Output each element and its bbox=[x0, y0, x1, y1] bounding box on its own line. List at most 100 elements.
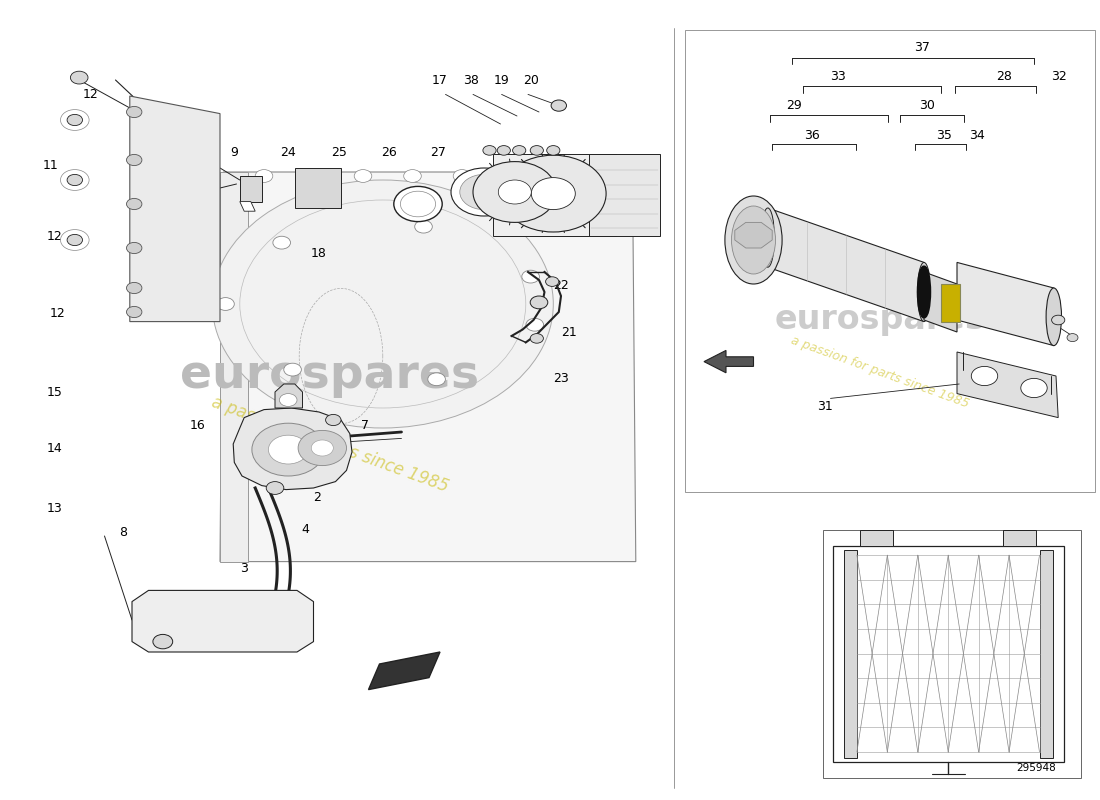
Polygon shape bbox=[735, 222, 772, 248]
Circle shape bbox=[255, 170, 273, 182]
Circle shape bbox=[602, 170, 619, 182]
Circle shape bbox=[126, 282, 142, 294]
Circle shape bbox=[497, 146, 510, 155]
Circle shape bbox=[67, 114, 82, 126]
Polygon shape bbox=[493, 154, 616, 236]
Text: 295948: 295948 bbox=[1016, 763, 1056, 773]
Text: 3: 3 bbox=[240, 562, 249, 574]
Text: 12: 12 bbox=[47, 230, 63, 242]
Text: 15: 15 bbox=[47, 386, 63, 398]
Circle shape bbox=[252, 423, 324, 476]
Text: 6: 6 bbox=[328, 419, 337, 432]
Text: 34: 34 bbox=[969, 129, 984, 142]
Polygon shape bbox=[220, 172, 248, 562]
Circle shape bbox=[513, 146, 526, 155]
Circle shape bbox=[305, 170, 322, 182]
Text: 23: 23 bbox=[553, 372, 569, 385]
Text: 22: 22 bbox=[553, 279, 569, 292]
Polygon shape bbox=[233, 408, 352, 490]
Circle shape bbox=[126, 198, 142, 210]
Circle shape bbox=[483, 146, 496, 155]
Text: 38: 38 bbox=[463, 74, 478, 86]
Bar bbox=[1040, 550, 1053, 758]
Text: 36: 36 bbox=[804, 129, 820, 142]
Circle shape bbox=[394, 186, 442, 222]
Text: 11: 11 bbox=[43, 159, 58, 172]
Circle shape bbox=[404, 170, 421, 182]
Text: 35: 35 bbox=[936, 129, 952, 142]
Text: 7: 7 bbox=[361, 419, 370, 432]
Circle shape bbox=[1021, 378, 1047, 398]
Text: 2: 2 bbox=[312, 491, 321, 504]
Circle shape bbox=[279, 394, 297, 406]
Text: 9: 9 bbox=[230, 146, 239, 158]
Text: a passion for parts since 1985: a passion for parts since 1985 bbox=[209, 393, 451, 495]
Circle shape bbox=[126, 306, 142, 318]
Text: 21: 21 bbox=[561, 326, 576, 338]
Circle shape bbox=[551, 100, 566, 111]
Bar bbox=[685, 30, 1094, 492]
Circle shape bbox=[311, 440, 333, 456]
Polygon shape bbox=[130, 96, 220, 322]
Circle shape bbox=[298, 430, 346, 466]
Circle shape bbox=[451, 168, 517, 216]
Circle shape bbox=[268, 435, 308, 464]
Circle shape bbox=[521, 270, 539, 283]
Circle shape bbox=[1067, 334, 1078, 342]
Text: 33: 33 bbox=[830, 70, 846, 82]
Text: 1: 1 bbox=[317, 458, 326, 470]
Text: 4: 4 bbox=[301, 523, 310, 536]
Text: 31: 31 bbox=[817, 400, 833, 413]
Polygon shape bbox=[588, 154, 660, 236]
Polygon shape bbox=[924, 272, 957, 332]
Ellipse shape bbox=[1046, 288, 1062, 346]
Circle shape bbox=[217, 298, 234, 310]
Text: 5: 5 bbox=[251, 600, 260, 613]
Text: 24: 24 bbox=[280, 146, 296, 158]
Circle shape bbox=[531, 178, 575, 210]
Circle shape bbox=[1052, 315, 1065, 325]
Text: 37: 37 bbox=[914, 41, 929, 54]
Circle shape bbox=[354, 170, 372, 182]
Polygon shape bbox=[768, 208, 924, 322]
Polygon shape bbox=[132, 590, 314, 652]
Text: 18: 18 bbox=[311, 247, 327, 260]
Circle shape bbox=[552, 170, 570, 182]
Ellipse shape bbox=[725, 196, 782, 284]
Text: eurospares: eurospares bbox=[180, 354, 480, 398]
Polygon shape bbox=[957, 262, 1054, 346]
Circle shape bbox=[971, 366, 998, 386]
Circle shape bbox=[70, 71, 88, 84]
Circle shape bbox=[273, 236, 290, 249]
Polygon shape bbox=[275, 384, 302, 408]
Text: 12: 12 bbox=[82, 88, 98, 101]
Bar bbox=[1003, 530, 1036, 546]
Bar bbox=[833, 546, 1064, 762]
Text: 13: 13 bbox=[47, 502, 63, 514]
Circle shape bbox=[530, 334, 543, 343]
Circle shape bbox=[126, 106, 142, 118]
Circle shape bbox=[530, 296, 548, 309]
Text: 29: 29 bbox=[786, 99, 802, 112]
Text: 32: 32 bbox=[1052, 70, 1067, 82]
Circle shape bbox=[526, 318, 543, 331]
Polygon shape bbox=[240, 176, 262, 202]
Polygon shape bbox=[220, 172, 636, 562]
Text: 19: 19 bbox=[494, 74, 509, 86]
Text: a passion for parts since 1985: a passion for parts since 1985 bbox=[789, 334, 971, 410]
Polygon shape bbox=[240, 202, 255, 211]
Circle shape bbox=[212, 180, 553, 428]
Circle shape bbox=[266, 482, 284, 494]
Text: 17: 17 bbox=[432, 74, 448, 86]
Text: 25: 25 bbox=[331, 146, 346, 158]
Polygon shape bbox=[295, 168, 341, 208]
Circle shape bbox=[326, 414, 341, 426]
Text: 10: 10 bbox=[194, 146, 209, 158]
Polygon shape bbox=[957, 352, 1058, 418]
Text: 16: 16 bbox=[190, 419, 206, 432]
Ellipse shape bbox=[917, 262, 931, 322]
Text: 28: 28 bbox=[997, 70, 1012, 82]
Text: 12: 12 bbox=[50, 307, 65, 320]
Text: 8: 8 bbox=[119, 526, 128, 538]
Bar bbox=[823, 530, 1081, 778]
